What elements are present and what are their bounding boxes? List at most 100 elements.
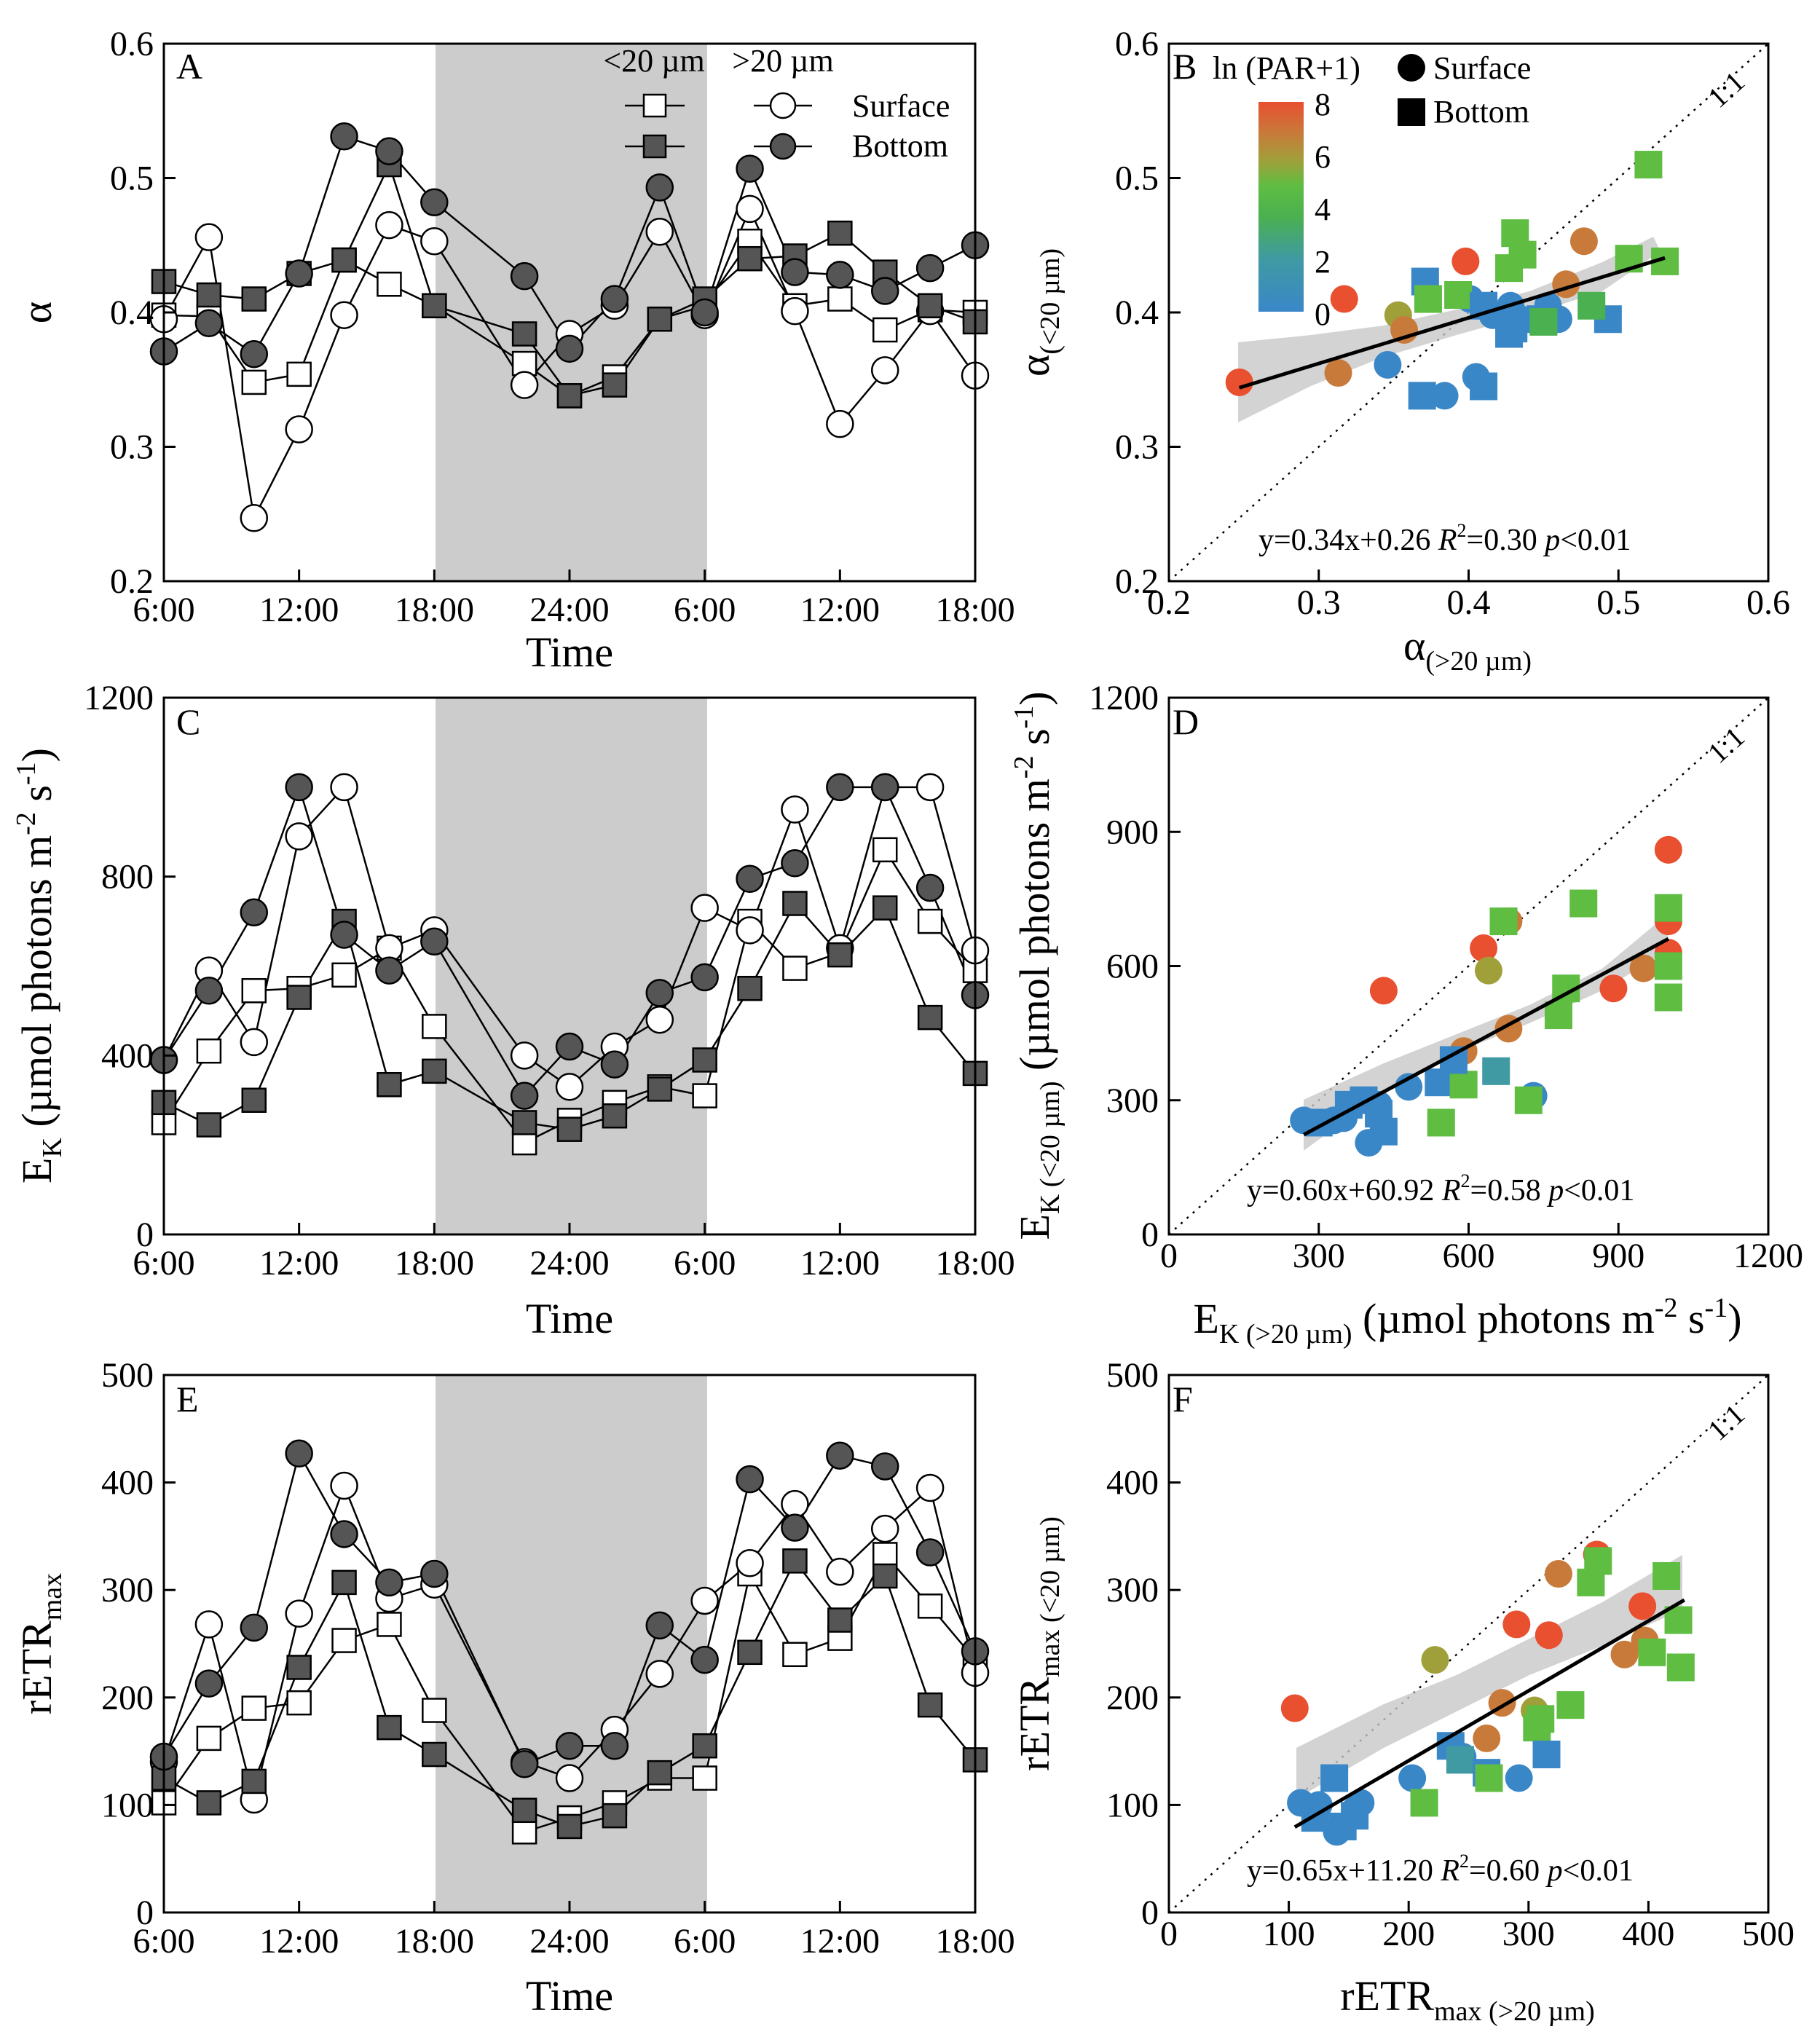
panel-e-square-point	[422, 1741, 447, 1768]
panel-c-circle-point	[736, 916, 764, 945]
panel-a-circle-point	[330, 122, 358, 151]
panel-f-frame	[1167, 1374, 1770, 1914]
panel-e-ytick-label: 100	[101, 1786, 154, 1824]
panel-e-circle-point	[240, 1613, 269, 1642]
legend-row-bottom: Bottom	[852, 128, 948, 164]
panel-e-square-point	[782, 1548, 808, 1574]
panel-a-circle-point	[285, 259, 313, 288]
panel-c-square-point	[917, 908, 943, 934]
panel-c-square-point	[692, 1047, 717, 1073]
panel-f-scatter-square	[1532, 1741, 1561, 1769]
panel-e-square-point	[692, 1765, 717, 1791]
panel-c-square-point	[917, 1004, 943, 1031]
panel-e-square-point	[196, 1725, 222, 1752]
panel-b-scatter-circle	[1374, 350, 1402, 379]
panel-a-circle-point	[194, 309, 224, 338]
panel-e-square-point	[692, 1733, 717, 1759]
panel-d-xtick-label: 600	[1443, 1237, 1495, 1275]
panel-d-scatter-square	[1427, 1108, 1455, 1137]
legend-marker-open-square	[642, 93, 667, 118]
panel-d-xtick-label: 1200	[1733, 1237, 1803, 1275]
panel-e-circle-point	[510, 1750, 539, 1778]
panel-c-series-line	[162, 785, 977, 1088]
panel-c-circle-point	[600, 1050, 629, 1079]
panel-d-scatter-square	[1365, 1100, 1393, 1128]
panel-c-circle-point	[690, 963, 719, 992]
panel-d-equation: y=0.60x+60.92 R2=0.58 p<0.01	[1247, 1170, 1634, 1207]
panel-b-xtick-label: 0.5	[1596, 583, 1640, 622]
panel-f-xtick-label: 100	[1263, 1915, 1315, 1953]
panel-f-xtick-label: 400	[1622, 1915, 1674, 1953]
panel-e-circle-point	[736, 1465, 764, 1494]
panel-c-circle-point	[915, 873, 945, 902]
panel-d-scatter-circle	[1369, 977, 1398, 1005]
panel-e-circle-point	[285, 1439, 313, 1467]
panel-b-letter: B	[1173, 46, 1197, 87]
panel-f-scatter-square	[1475, 1764, 1503, 1792]
panel-f-scatter-circle	[1280, 1694, 1309, 1722]
panel-d-scatter-square	[1514, 1086, 1543, 1114]
panel-e-square-point	[917, 1593, 943, 1619]
panel-c-circle-point	[781, 795, 809, 824]
legend-col-small: <20 µm	[603, 43, 704, 79]
panel-a-xtick-label: 18:00	[395, 591, 474, 629]
panel-c-square-point	[241, 1087, 267, 1113]
panel-c-square-point	[782, 956, 808, 981]
panel-b-scatter-circle	[1569, 227, 1598, 256]
legend-surface-label: Surface	[1433, 50, 1531, 86]
panel-c-square-point	[377, 1072, 402, 1098]
panel-e-square-point	[241, 1695, 267, 1721]
panel-b-xtick-label: 0.3	[1297, 583, 1341, 622]
panel-b-xtick-label: 0.4	[1447, 583, 1491, 622]
panel-e-ytick-label: 0	[136, 1894, 154, 1932]
panel-a-square-point	[331, 247, 357, 273]
panel-e-square-point	[331, 1628, 357, 1653]
panel-c-circle-point	[240, 1028, 269, 1057]
panel-c-ticks: 0 400 800 1200 6:00 12:00 18:00 24:00 6:00 12:00 1…	[84, 679, 1015, 1283]
panel-c-circle-point	[510, 1082, 539, 1110]
panel-a-ytick-label: 0.5	[110, 159, 154, 198]
panel-d-xlabel: EK (>20 µm) (µmol photons m-2 s-1)	[1193, 1293, 1741, 1350]
panel-b-scatter-square	[1495, 320, 1524, 348]
panel-c-square-point	[556, 1116, 583, 1142]
panel-f-one-to-one-line	[1168, 1374, 1769, 1913]
legend-bottom-label: Bottom	[1433, 94, 1529, 130]
panel-e-square-point	[872, 1563, 898, 1589]
panel-e-ticks: 0 100 200 300 400 500 6:00 12:00 18:00 24:00 6:00 1…	[101, 1356, 1015, 1961]
panel-f-scatter-circle	[1398, 1764, 1427, 1792]
legend-surface-circle-icon	[1398, 54, 1425, 82]
legend-marker-open-circle	[769, 92, 797, 119]
panel-c-square-point	[196, 1038, 222, 1064]
panel-b-scatter-square	[1529, 307, 1558, 336]
panel-b-ytick-label: 0.3	[1115, 428, 1159, 467]
panel-e-square-point	[377, 1612, 402, 1637]
panel-c-circle-point	[870, 773, 899, 802]
panel-c-square-point	[692, 1083, 717, 1108]
panel-e-circle-point	[690, 1645, 719, 1674]
panel-a-circle-point	[555, 334, 584, 363]
panel-b-ytick-label: 0.4	[1115, 293, 1159, 332]
panel-b-ytick-label: 0.5	[1115, 159, 1159, 198]
panel-c-square-point	[331, 962, 357, 988]
panel-a-circle-point	[826, 409, 854, 438]
panel-e-circle-point	[915, 1538, 945, 1567]
panel-f-scatter-circle	[1544, 1560, 1572, 1588]
panel-e-square-point	[286, 1690, 312, 1716]
panel-d-ytick-label: 1200	[1089, 679, 1159, 717]
panel-e-xtick-label: 12:00	[259, 1922, 339, 1961]
panel-a-square-point	[827, 286, 853, 312]
panel-f: 1:1 0 100 200 300 400 500 0 100 200 300 400 500 F y…	[1011, 1356, 1795, 2027]
panel-a-circle-point	[645, 218, 674, 246]
legend: <20 µm >20 µm Surface Bottom	[603, 43, 950, 164]
panel-c-circle-point	[330, 773, 358, 802]
panel-e-square-point	[647, 1760, 673, 1786]
panel-c-circle-point	[330, 921, 358, 949]
panel-d-ytick-label: 0	[1141, 1216, 1159, 1254]
panel-a-square-point	[241, 369, 267, 395]
panel-a: 0.2 0.3 0.4 0.5 0.6 6:00 12:00 18:00 24:00 6:00 12…	[13, 25, 1015, 676]
panel-d-scatter-square	[1654, 894, 1682, 922]
panel-b-ytick-label: 0.2	[1115, 562, 1159, 601]
panel-f-one-to-one-label: 1:1	[1701, 1398, 1751, 1447]
panel-a-circle-point	[510, 371, 539, 399]
panel-b-xtick-label: 0.2	[1147, 583, 1191, 622]
